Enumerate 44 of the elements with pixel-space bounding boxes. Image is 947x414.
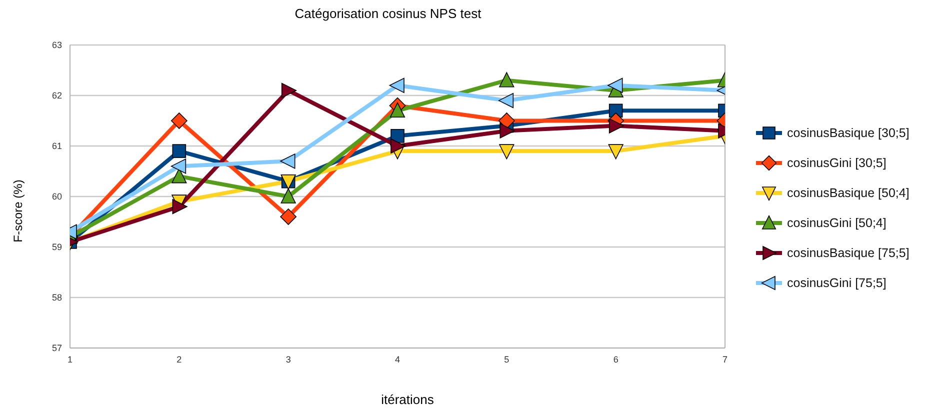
legend-label: cosinusBasique [30;5] bbox=[787, 126, 910, 140]
point bbox=[172, 144, 186, 158]
y-tick-label: 57 bbox=[52, 343, 62, 354]
x-tick-label: 4 bbox=[394, 354, 400, 364]
point bbox=[498, 93, 514, 108]
point bbox=[608, 78, 623, 93]
x-tick-label: 7 bbox=[722, 354, 728, 364]
point bbox=[608, 118, 624, 134]
point bbox=[172, 199, 188, 214]
legend-label: cosinusGini [30;5] bbox=[787, 156, 886, 170]
y-tick-label: 61 bbox=[52, 141, 62, 152]
chart-title: Catégorisation cosinus NPS test bbox=[294, 6, 482, 21]
point bbox=[498, 112, 515, 129]
x-axis-title: itérations bbox=[380, 392, 435, 407]
point bbox=[499, 72, 514, 88]
point bbox=[390, 129, 404, 143]
x-tick-label: 3 bbox=[286, 354, 291, 364]
point bbox=[390, 102, 406, 118]
legend-label: cosinusGini [75;5] bbox=[787, 276, 886, 290]
point bbox=[280, 188, 296, 204]
point bbox=[281, 82, 297, 98]
y-tick-label: 63 bbox=[52, 40, 62, 50]
y-tick-label: 60 bbox=[52, 192, 62, 202]
legend-label: cosinusBasique [75;5] bbox=[787, 246, 910, 260]
point bbox=[499, 144, 514, 160]
x-tick-label: 2 bbox=[176, 354, 182, 364]
point bbox=[389, 78, 404, 93]
point bbox=[608, 144, 624, 160]
point bbox=[390, 138, 406, 154]
point bbox=[170, 158, 186, 174]
point bbox=[280, 154, 296, 169]
y-tick-label: 59 bbox=[52, 242, 62, 252]
legend-label: cosinusBasique [50;4] bbox=[787, 186, 910, 200]
point bbox=[280, 208, 297, 225]
point bbox=[170, 112, 188, 129]
point bbox=[500, 123, 515, 138]
x-tick-label: 5 bbox=[504, 354, 510, 364]
legend-label: cosinusGini [50;4] bbox=[787, 216, 886, 230]
y-tick-label: 58 bbox=[52, 292, 62, 303]
point bbox=[172, 168, 187, 184]
x-tick-label: 1 bbox=[67, 354, 73, 364]
y-axis-title: F-score (%) bbox=[11, 178, 25, 244]
x-tick-label: 6 bbox=[613, 354, 618, 364]
y-tick-label: 62 bbox=[52, 90, 62, 101]
